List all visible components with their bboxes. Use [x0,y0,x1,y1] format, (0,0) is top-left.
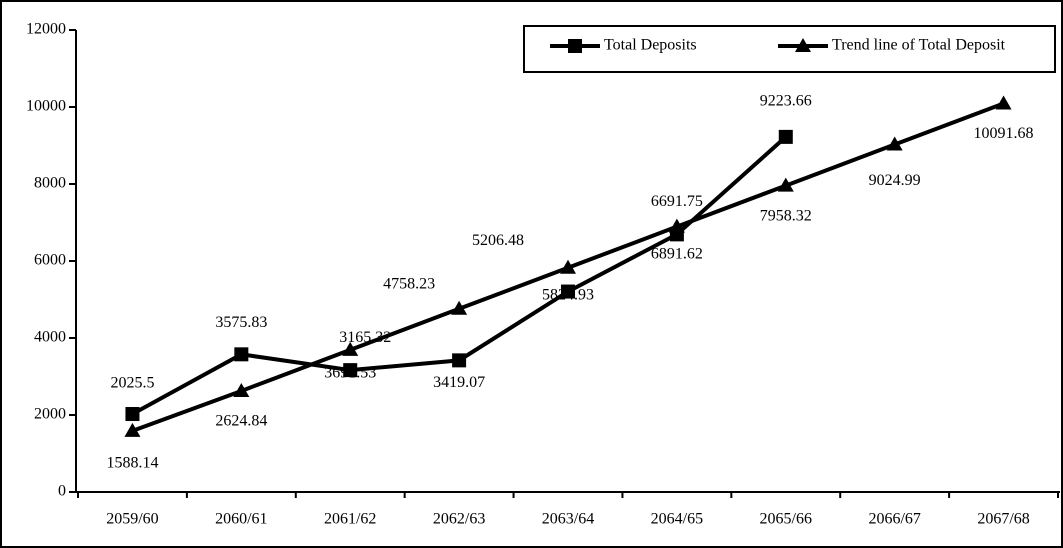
marker [452,353,467,368]
marker [568,39,582,53]
x-tick-label: 2059/60 [106,511,158,528]
data-label: 1588.14 [106,455,158,472]
y-tick-label: 6000 [34,252,66,269]
marker [342,341,359,356]
y-tick-label: 12000 [26,21,66,38]
y-tick-label: 2000 [34,406,66,423]
marker [451,300,468,315]
y-tick-label: 4000 [34,329,66,346]
marker [668,218,685,233]
data-label: 5824.93 [542,286,594,303]
marker [886,136,903,151]
data-label: 2025.5 [110,375,154,392]
data-label: 3419.07 [433,374,485,391]
marker [343,363,358,378]
data-label: 3575.83 [215,314,267,331]
data-label: 2624.84 [215,413,267,430]
marker [124,422,141,437]
x-tick-label: 2061/62 [324,511,376,528]
data-label: 9024.99 [869,172,921,189]
data-label: 7958.32 [760,207,812,224]
x-tick-label: 2067/68 [977,511,1029,528]
data-label: 4758.23 [383,275,435,292]
data-label: 10091.68 [974,125,1034,142]
y-tick-label: 8000 [34,175,66,192]
marker [995,95,1012,110]
legend-label: Trend line of Total Deposit [832,37,1006,54]
marker [561,284,575,299]
x-tick-label: 2066/67 [868,511,920,528]
x-tick-label: 2060/61 [215,511,267,528]
y-tick-label: 10000 [26,98,66,115]
data-label: 5206.48 [472,232,524,249]
data-label: 3165.32 [339,329,391,346]
legend-box [523,25,1056,73]
data-label: 6691.75 [651,193,703,210]
x-tick-label: 2065/66 [760,511,812,528]
marker [233,382,250,397]
marker [234,347,249,362]
marker [795,38,811,52]
marker [125,407,140,422]
x-tick-label: 2063/64 [542,511,594,528]
x-tick-label: 2064/65 [651,511,703,528]
x-tick-label: 2062/63 [433,511,485,528]
data-label: 6891.62 [651,245,703,262]
y-tick-label: 0 [58,483,66,500]
data-label: 9223.66 [760,93,812,110]
marker [778,129,793,144]
marker [777,177,794,192]
marker [560,259,576,274]
legend-label: Total Deposits [604,37,697,54]
data-label: 3691.53 [324,365,376,382]
